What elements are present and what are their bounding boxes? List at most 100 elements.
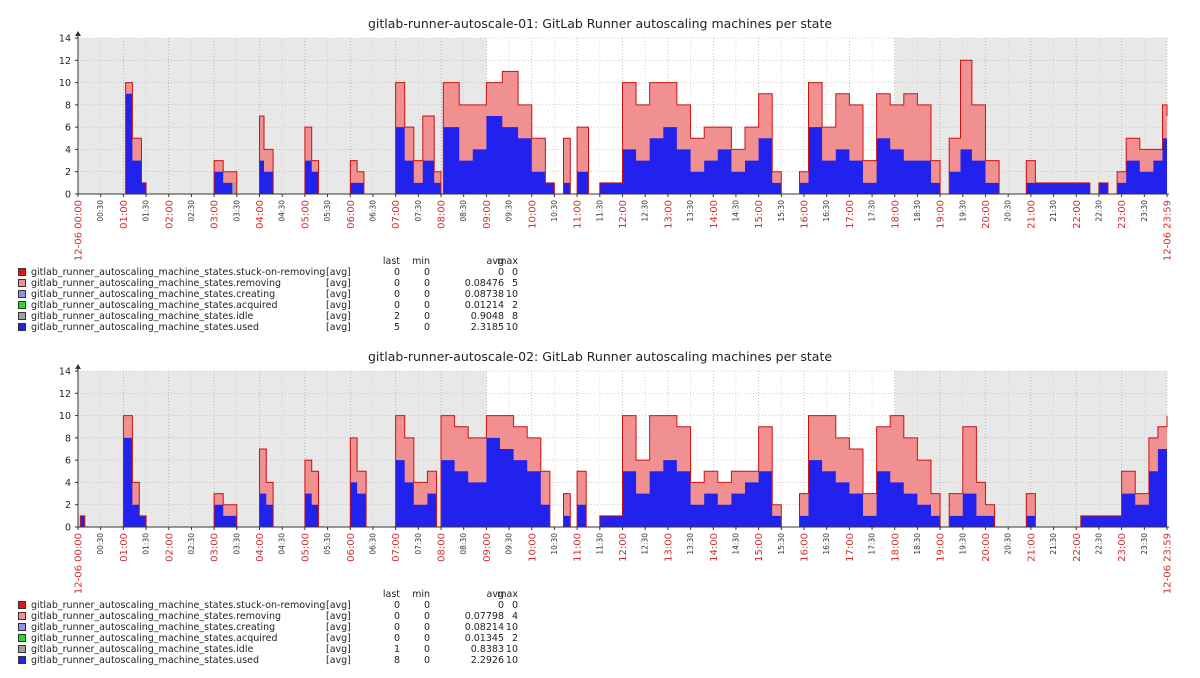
legend-value-last: 0 [393,622,400,633]
x-tick-label: 09:00 [482,533,493,562]
legend-series-fn: [avg] [326,655,351,666]
x-tick-label: 08:00 [437,200,448,229]
x-tick-label: 05:30 [323,200,332,222]
x-tick-label: 07:30 [414,533,423,555]
y-axis-arrow [75,31,81,36]
x-tick-label: 17:00 [845,200,856,229]
legend-value-avg: 2.2926 [470,655,504,666]
legend-value-avg: 0 [497,267,504,278]
chart-plot: 0 2 4 6 8 10 12 14 12-06 00:00 00:30 01:00 01:30 02:… [59,31,1174,261]
y-tick-label: 0 [65,523,71,534]
chart-panel-2: gitlab-runner-autoscale-02: GitLab Runne… [0,333,1200,672]
x-tick-label: 16:00 [800,200,811,229]
series-outline [78,415,1168,528]
x-tick-label: 12:00 [618,200,629,229]
x-tick-label: 16:30 [822,200,831,222]
legend-value-min: 0 [423,644,430,655]
chart-title: gitlab-runner-autoscale-02: GitLab Runne… [367,349,833,364]
x-tick-label: 15:30 [777,533,786,555]
legend-header-avg: avg [486,256,504,267]
legend-value-min: 0 [423,278,430,289]
chart-panel-1: gitlab-runner-autoscale-01: GitLab Runne… [18,16,1174,333]
x-tick-label: 03:30 [232,533,241,555]
legend-series-name: gitlab_runner_autoscaling_machine_states… [31,633,278,644]
y-tick-label: 0 [65,190,71,201]
x-tick-label: 07:00 [391,200,402,229]
legend-series-name: gitlab_runner_autoscaling_machine_states… [31,655,260,666]
legend-value-min: 0 [423,267,430,278]
x-tick-label: 12:30 [641,533,650,555]
x-tick-label: 19:30 [958,200,967,222]
legend-value-avg: 0.08476 [464,278,504,289]
legend-value-max: 2 [511,633,518,644]
y-tick-label: 2 [65,500,71,511]
y-tick-label: 14 [59,367,71,378]
x-tick-label: 14:00 [709,200,720,229]
x-tick-label: 17:30 [868,533,877,555]
chart-plot: 0 2 4 6 8 10 12 14 12-06 00:00 00:30 01:00 01:30 02:… [59,364,1174,594]
x-tick-label: 04:00 [255,200,266,229]
x-tick-label: 19:00 [936,533,947,562]
x-tick-label: 12-06 00:00 [74,200,85,261]
legend-series-fn: [avg] [326,611,351,622]
x-tick-label: 23:30 [1140,200,1149,222]
legend-value-min: 0 [423,300,430,311]
x-tick-label: 22:30 [1094,533,1103,555]
y-tick-label: 8 [65,100,71,111]
x-tick-label: 05:00 [300,200,311,229]
legend-series-fn: [avg] [326,311,351,322]
x-tick-label: 09:30 [505,533,514,555]
legend-value-avg: 0.8383 [470,644,504,655]
x-tick-label: 06:30 [368,200,377,222]
x-tick-label: 11:00 [573,533,584,562]
legend-series-name: gitlab_runner_autoscaling_machine_states… [31,600,326,611]
y-tick-label: 8 [65,433,71,444]
x-tick-label: 10:00 [527,533,538,562]
x-tick-label: 13:30 [686,533,695,555]
legend-value-min: 0 [423,600,430,611]
legend-series-fn: [avg] [326,322,351,333]
legend-header-min: min [412,589,430,600]
x-tick-label: 07:30 [414,200,423,222]
legend-header-last: last [382,256,400,267]
legend-value-avg: 0.08214 [464,622,504,633]
legend-value-last: 8 [393,655,400,666]
legend-header-min: min [412,256,430,267]
legend-series-name: gitlab_runner_autoscaling_machine_states… [31,300,278,311]
x-tick-label: 13:00 [663,533,674,562]
x-tick-label: 08:30 [459,533,468,555]
y-tick-label: 12 [59,389,71,400]
x-tick-label: 02:30 [187,200,196,222]
x-tick-label: 11:30 [595,200,604,222]
x-tick-label: 14:00 [709,533,720,562]
legend-value-avg: 0.9048 [470,311,504,322]
legend-value-max: 10 [505,622,518,633]
legend-swatch [18,268,26,276]
y-tick-label: 2 [65,167,71,178]
legend-header-max: max [497,589,518,600]
legend-swatch [18,323,26,331]
legend-value-avg: 0.08738 [464,289,504,300]
x-tick-label: 06:30 [368,533,377,555]
y-tick-label: 12 [59,56,71,67]
y-tick-label: 10 [59,411,71,422]
x-tick-label: 23:30 [1140,533,1149,555]
legend-swatch [18,612,26,620]
legend-value-max: 2 [511,300,518,311]
x-tick-label: 20:30 [1004,200,1013,222]
x-tick-label: 10:30 [550,533,559,555]
x-tick-label: 00:30 [96,533,105,555]
x-tick-label: 18:00 [890,533,901,562]
x-tick-label: 18:00 [890,200,901,229]
legend-series-fn: [avg] [326,289,351,300]
legend-value-last: 2 [393,311,400,322]
legend-value-last: 0 [393,267,400,278]
legend-series-name: gitlab_runner_autoscaling_machine_states… [31,611,282,622]
x-tick-label: 18:30 [913,533,922,555]
x-tick-label: 12:00 [618,533,629,562]
x-tick-label: 04:30 [278,533,287,555]
legend-swatch [18,312,26,320]
x-tick-label: 22:00 [1072,533,1083,562]
x-tick-label: 20:30 [1004,533,1013,555]
legend-header-avg: avg [486,589,504,600]
